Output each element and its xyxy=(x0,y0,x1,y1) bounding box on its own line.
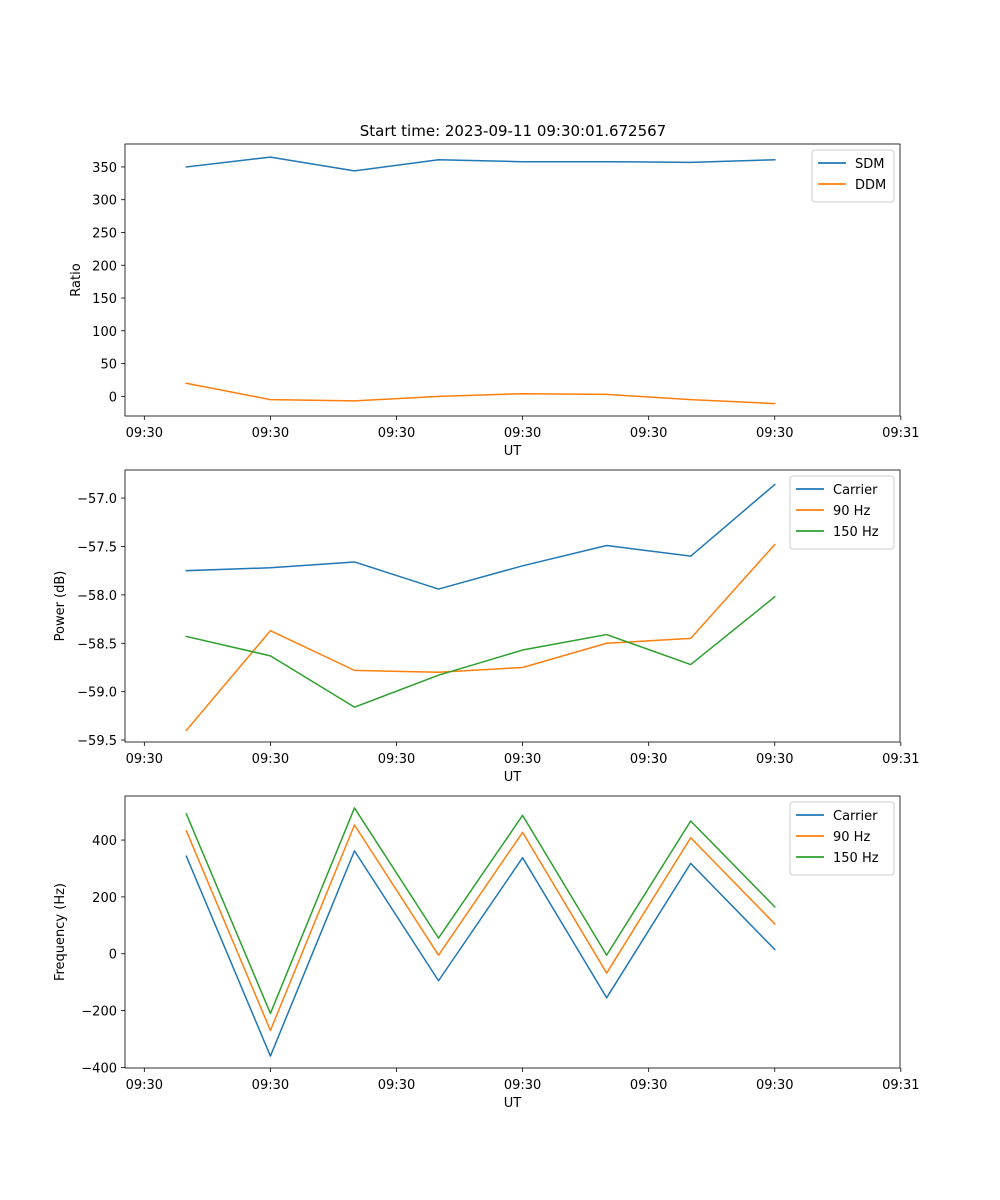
frequency-legend: Carrier 90 Hz 150 Hz xyxy=(789,801,895,876)
ratio-legend-label: DDM xyxy=(855,178,886,193)
ratio-y-tick-label: 350 xyxy=(92,161,117,176)
power-y-tick-label: −57.5 xyxy=(77,540,117,555)
ratio-y-tick-label: 300 xyxy=(92,194,117,209)
ratio-y-tick-label: 250 xyxy=(92,226,117,241)
frequency-x-tick-label: 09:30 xyxy=(126,1078,163,1093)
frequency-y-tick-label: 200 xyxy=(92,891,117,906)
frequency-series-line-150-hz xyxy=(185,807,776,1015)
ratio-x-tick-label: 09:30 xyxy=(252,426,289,441)
ratio-y-tick-label: 50 xyxy=(100,358,117,373)
power-y-axis-label: Power (dB) xyxy=(53,571,68,642)
frequency-x-axis-label: UT xyxy=(504,1096,522,1111)
frequency-x-tick-label: 09:30 xyxy=(252,1078,289,1093)
power-axes-frame xyxy=(124,469,901,743)
power-x-tick-label: 09:30 xyxy=(252,752,289,767)
ratio-x-tick-label: 09:30 xyxy=(630,426,667,441)
power-x-tick-label: 09:31 xyxy=(882,752,919,767)
ratio-y-tick-label: 100 xyxy=(92,325,117,340)
power-x-tick-label: 09:30 xyxy=(126,752,163,767)
ratio-series-line-sdm xyxy=(185,156,776,172)
frequency-series-line-carrier xyxy=(185,850,776,1057)
frequency-legend-label: 150 Hz xyxy=(833,851,879,866)
ratio-x-tick-label: 09:30 xyxy=(504,426,541,441)
ratio-x-tick-label: 09:30 xyxy=(126,426,163,441)
power-y-tick-label: −58.5 xyxy=(77,637,117,652)
ratio-legend: SDM DDM xyxy=(811,149,895,203)
ratio-x-tick-label: 09:30 xyxy=(756,426,793,441)
frequency-y-tick-label: −400 xyxy=(81,1061,117,1076)
ratio-y-tick-label: 150 xyxy=(92,292,117,307)
frequency-axes-frame xyxy=(124,795,901,1069)
power-y-tick-label: −57.0 xyxy=(77,492,117,507)
frequency-x-tick-label: 09:30 xyxy=(378,1078,415,1093)
frequency-x-tick-label: 09:30 xyxy=(504,1078,541,1093)
power-series-line-carrier xyxy=(185,483,776,590)
power-x-axis-label: UT xyxy=(504,770,522,785)
frequency-y-tick-label: 0 xyxy=(109,948,117,963)
frequency-y-axis-label: Frequency (Hz) xyxy=(53,883,68,981)
power-series-line-150-hz xyxy=(185,595,776,708)
ratio-y-tick-label: 0 xyxy=(109,390,117,405)
power-legend-label: Carrier xyxy=(833,483,878,498)
frequency-panel: 09:30 09:30 09:30 09:30 09:30 09:30 09:31 −400 −… xyxy=(53,795,920,1111)
power-y-tick-label: −58.0 xyxy=(77,589,117,604)
frequency-x-tick-label: 09:31 xyxy=(882,1078,919,1093)
power-x-tick-label: 09:30 xyxy=(630,752,667,767)
ratio-y-axis-label: Ratio xyxy=(69,263,84,296)
power-x-tick-label: 09:30 xyxy=(378,752,415,767)
frequency-legend-label: 90 Hz xyxy=(833,830,870,845)
power-legend-label: 90 Hz xyxy=(833,504,870,519)
ratio-series-line-ddm xyxy=(185,382,776,405)
power-legend: Carrier 90 Hz 150 Hz xyxy=(789,475,895,550)
frequency-y-tick-label: 400 xyxy=(92,834,117,849)
power-x-tick-label: 09:30 xyxy=(756,752,793,767)
frequency-x-tick-label: 09:30 xyxy=(630,1078,667,1093)
power-panel: 09:30 09:30 09:30 09:30 09:30 09:30 09:31 −59.5… xyxy=(53,469,920,785)
ratio-axes-frame xyxy=(124,143,901,417)
frequency-legend-label: Carrier xyxy=(833,809,878,824)
frequency-x-tick-label: 09:30 xyxy=(756,1078,793,1093)
power-y-tick-label: −59.0 xyxy=(77,686,117,701)
frequency-series-line-90-hz xyxy=(185,824,776,1032)
ratio-x-tick-label: 09:31 xyxy=(882,426,919,441)
ratio-x-axis-label: UT xyxy=(504,444,522,459)
power-series-line-90-hz xyxy=(185,543,776,732)
ratio-panel: 09:30 09:30 09:30 09:30 09:30 09:30 09:31 0 50 10… xyxy=(69,143,920,459)
frequency-y-tick-label: −200 xyxy=(81,1005,117,1020)
ratio-legend-label: SDM xyxy=(855,157,884,172)
power-y-tick-label: −59.5 xyxy=(77,734,117,749)
power-legend-label: 150 Hz xyxy=(833,525,879,540)
figure-title: Start time: 2023-09-11 09:30:01.672567 xyxy=(360,122,666,140)
ratio-x-tick-label: 09:30 xyxy=(378,426,415,441)
power-x-tick-label: 09:30 xyxy=(504,752,541,767)
ratio-y-tick-label: 200 xyxy=(92,259,117,274)
